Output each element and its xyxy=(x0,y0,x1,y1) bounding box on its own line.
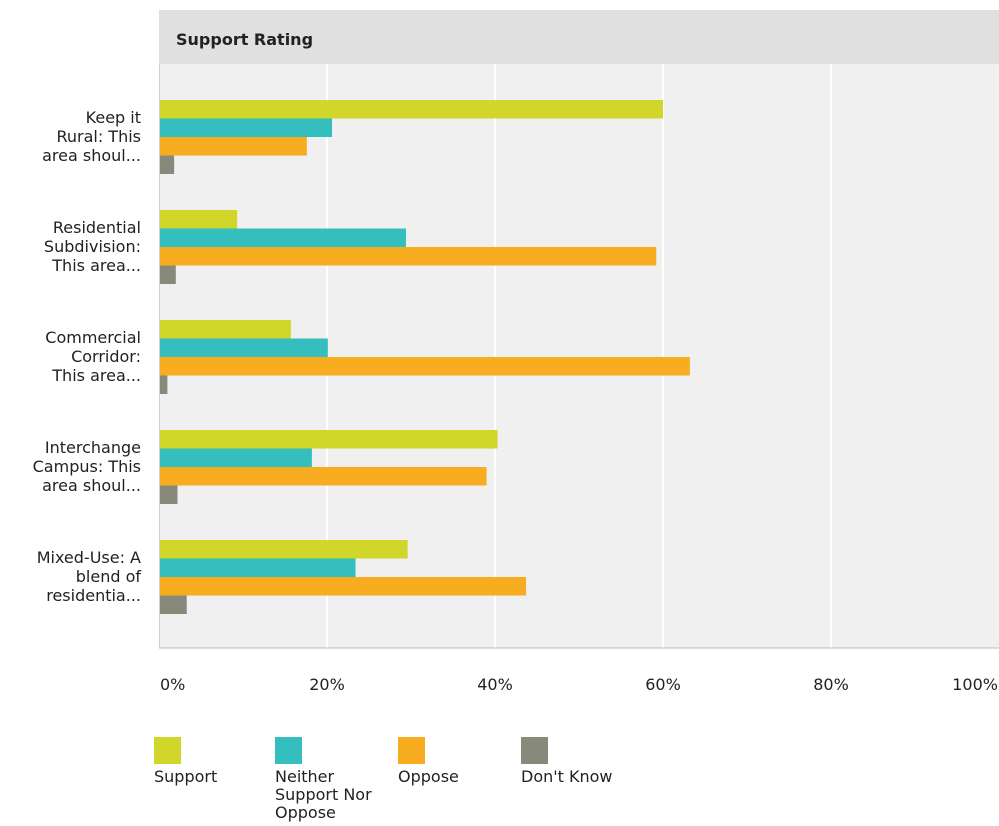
bar xyxy=(159,485,178,504)
bar xyxy=(159,100,663,119)
bar xyxy=(159,430,498,449)
legend-label: Oppose xyxy=(398,767,459,786)
bar xyxy=(159,338,328,357)
bar xyxy=(159,448,312,467)
category-label: Commercial Corridor: This area... xyxy=(45,328,141,385)
category-labels: Keep it Rural: This area shoul... Residenti… xyxy=(33,108,142,605)
bar xyxy=(159,137,307,156)
bar xyxy=(159,118,333,137)
axis-lines xyxy=(159,64,999,649)
bar xyxy=(159,320,291,339)
bar xyxy=(159,577,527,596)
bar xyxy=(159,375,168,394)
legend-swatch xyxy=(521,737,548,764)
bar xyxy=(159,247,657,266)
x-tick-label: 60% xyxy=(645,675,681,694)
bar xyxy=(159,357,690,376)
bar xyxy=(159,210,238,229)
bars xyxy=(159,100,690,614)
bar xyxy=(159,228,406,247)
title-bar xyxy=(159,10,999,64)
legend-swatch xyxy=(275,737,302,764)
category-label: Interchange Campus: This area shoul... xyxy=(33,438,141,495)
x-tick-label: 80% xyxy=(813,675,849,694)
legend: Support Neither Support Nor Oppose Oppose Don… xyxy=(154,737,613,822)
x-tick-label: 0% xyxy=(160,675,185,694)
bar xyxy=(159,265,176,284)
chart-title: Support Rating xyxy=(176,30,313,49)
legend-swatch xyxy=(154,737,181,764)
x-tick-label: 40% xyxy=(477,675,513,694)
bar xyxy=(159,558,356,577)
category-label: Keep it Rural: This area shoul... xyxy=(42,108,141,165)
legend-label: Support xyxy=(154,767,217,786)
legend-label: Don't Know xyxy=(521,767,613,786)
legend-label: Neither Support Nor Oppose xyxy=(275,767,372,822)
bar xyxy=(159,155,175,174)
x-tick-label: 100% xyxy=(952,675,998,694)
legend-swatch xyxy=(398,737,425,764)
bar xyxy=(159,467,487,486)
x-tick-labels: 0% 20% 40% 60% 80% 100% xyxy=(160,675,998,694)
category-label: Residential Subdivision: This area... xyxy=(44,218,141,275)
x-tick-label: 20% xyxy=(309,675,345,694)
bar xyxy=(159,540,408,559)
bar xyxy=(159,595,187,614)
